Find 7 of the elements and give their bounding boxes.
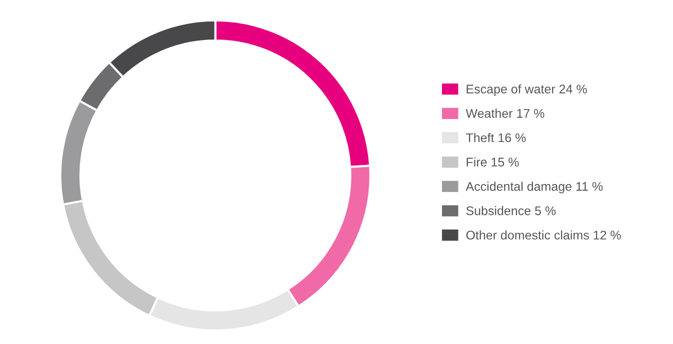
legend-label: Subsidence 5 % bbox=[466, 206, 556, 216]
legend-label: Weather 17 % bbox=[466, 108, 544, 118]
legend-label: Fire 15 % bbox=[466, 157, 519, 167]
legend-label: Escape of water 24 % bbox=[466, 84, 587, 96]
legend-label: Other domestic claims 12 % bbox=[466, 230, 621, 240]
legend-label: Accidental damage 11 % bbox=[466, 182, 603, 194]
legend-label: Theft 16 % bbox=[466, 132, 526, 142]
